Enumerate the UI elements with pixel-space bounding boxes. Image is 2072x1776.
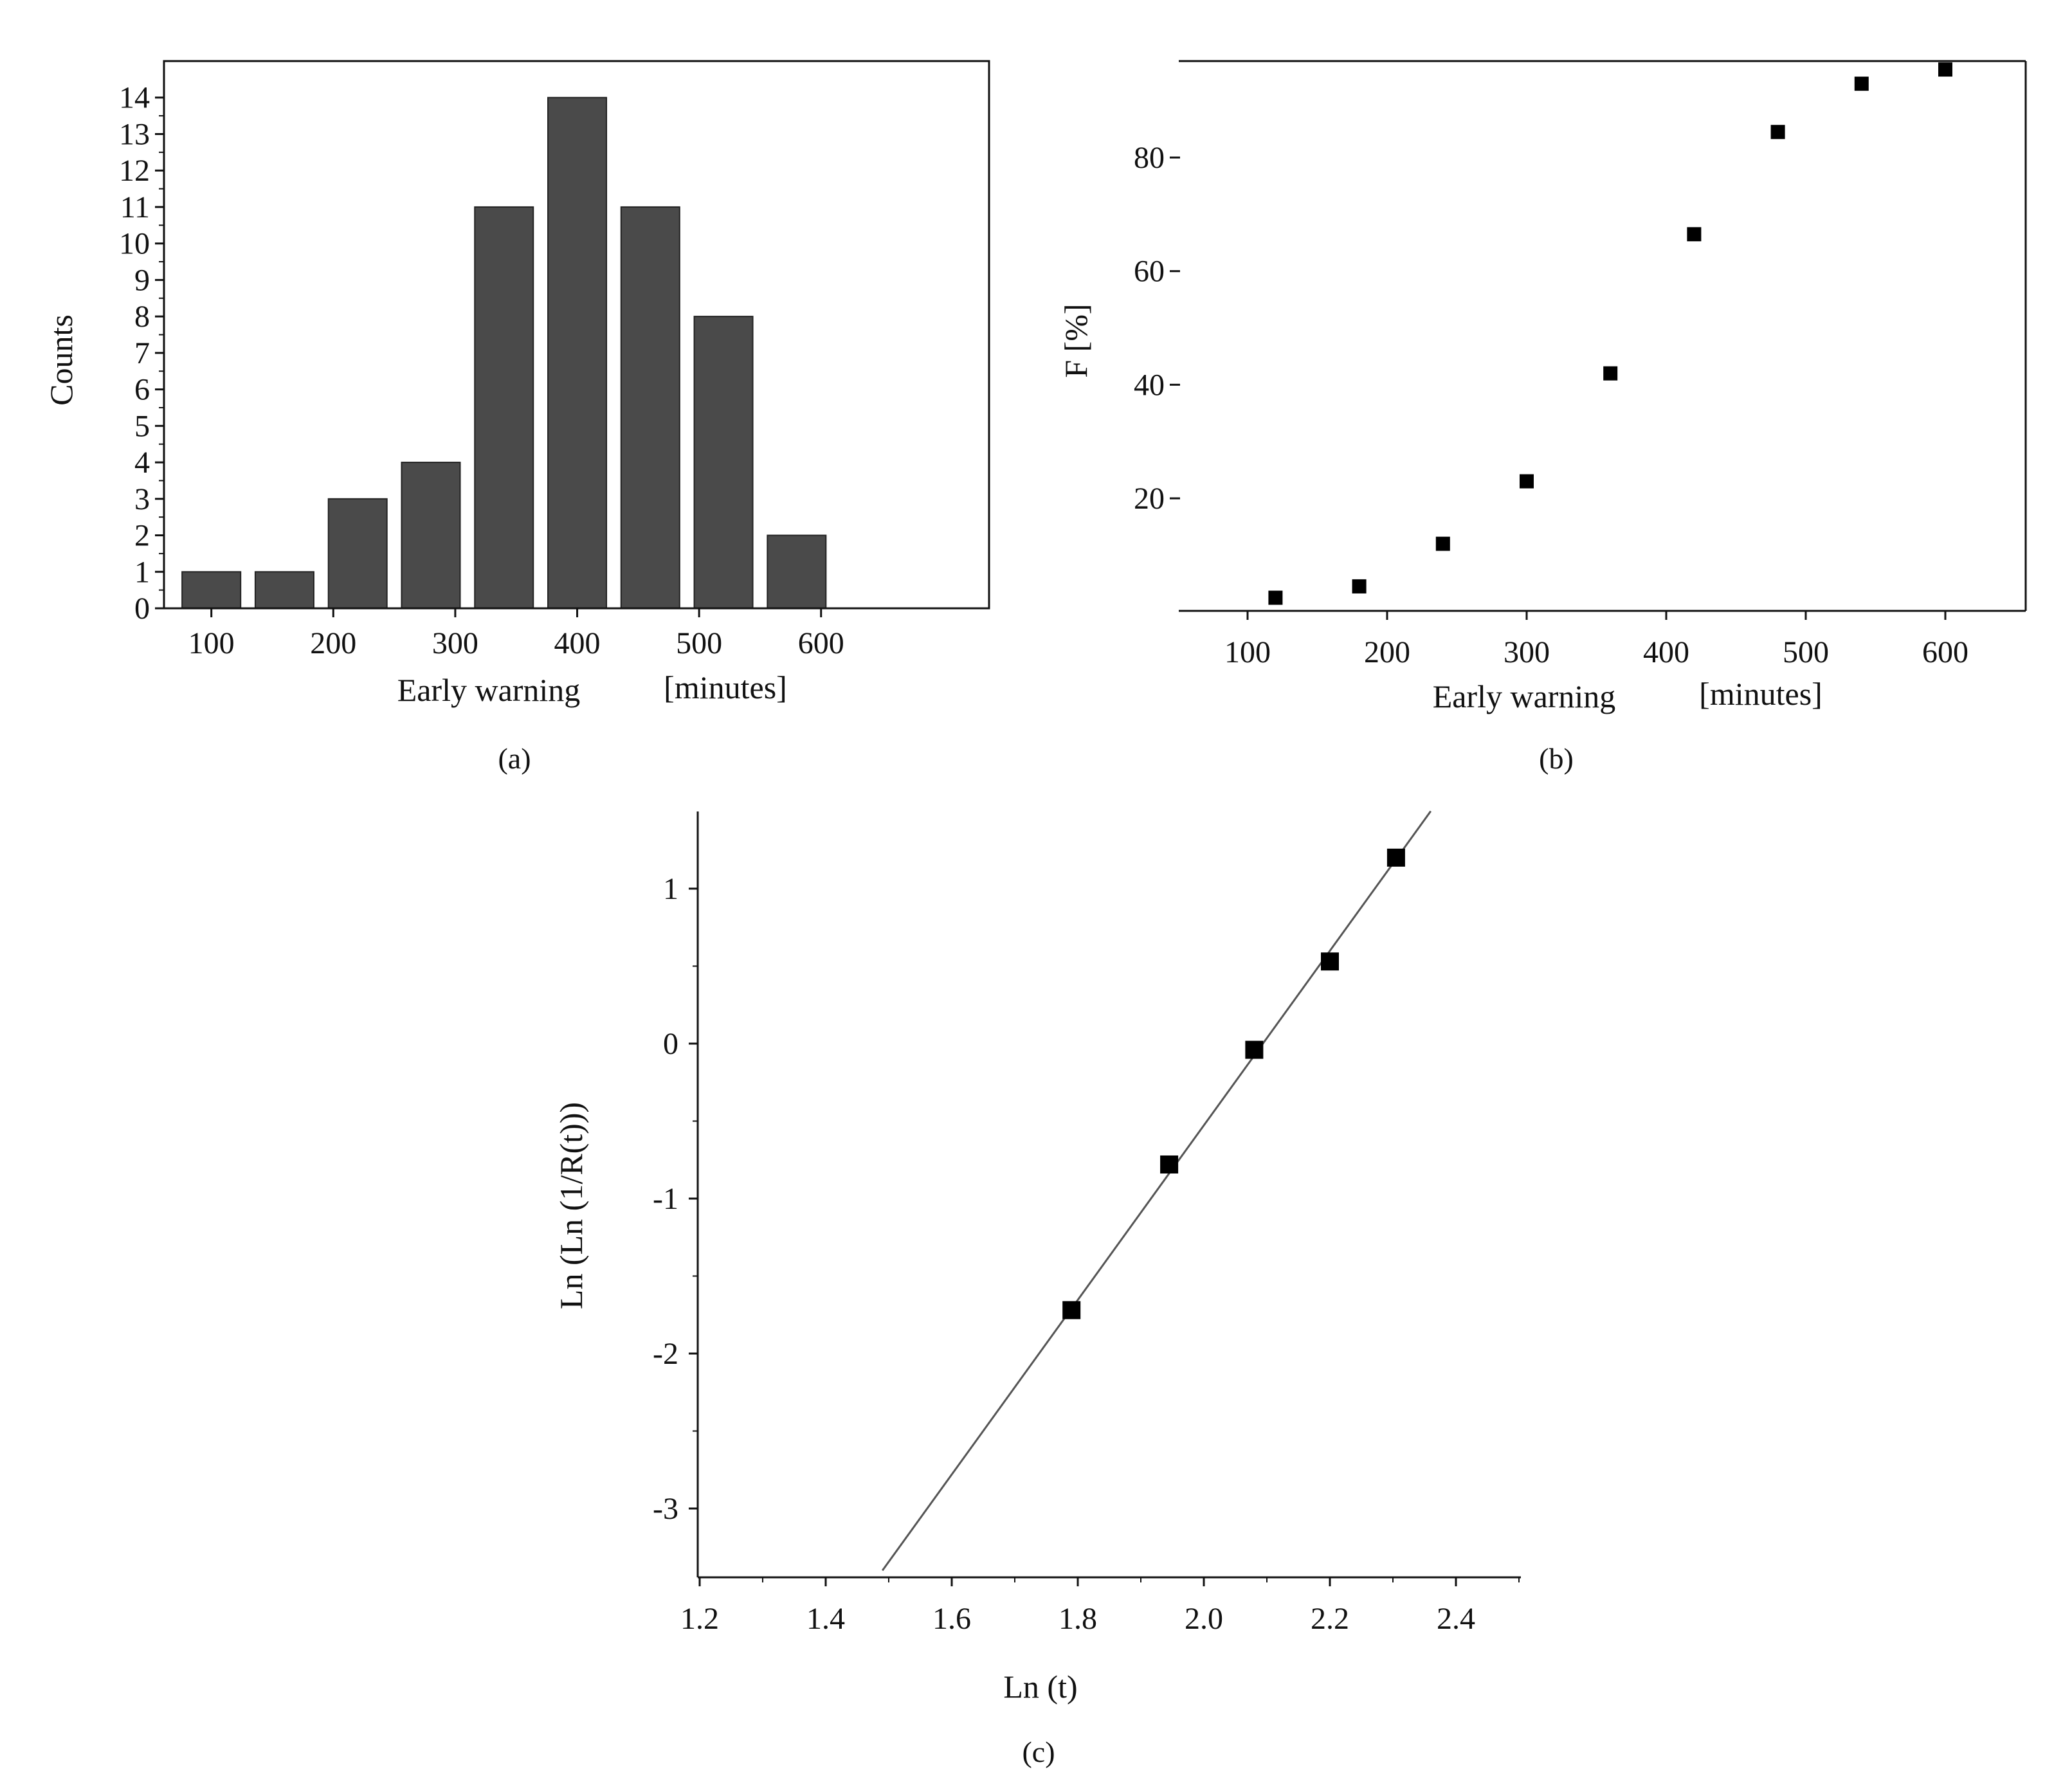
- panel-c-weibull: -3 -2 -1 0 1 1.2 1.4 1.6 1.8 2.0 2.2 2.4 Ln (Ln (1/…: [553, 810, 1521, 1768]
- x-axis-label: Early warning: [1433, 678, 1616, 714]
- x-axis-label: Early warning: [397, 672, 581, 708]
- x-tick-label: 600: [1922, 635, 1968, 669]
- tick-group: 20 40 60 80 100 200 300 400 500 600: [1134, 141, 1968, 669]
- x-tick-label: 400: [554, 626, 601, 660]
- y-tick-label: 0: [663, 1027, 678, 1061]
- y-tick-label: 20: [1134, 482, 1165, 516]
- x-axis-unit: [minutes]: [664, 669, 787, 705]
- x-tick-label: 1.4: [806, 1602, 845, 1636]
- point-2.305: [1386, 848, 1405, 867]
- y-tick-label: 14: [119, 81, 150, 115]
- y-tick-label: 7: [134, 336, 150, 370]
- point-group: [1062, 848, 1405, 1319]
- bar-280: [401, 462, 461, 609]
- bar-400: [547, 96, 608, 609]
- y-axis-label: F [%]: [1058, 304, 1094, 377]
- y-tick-label: -2: [653, 1337, 678, 1371]
- x-tick-label: 2.4: [1437, 1602, 1475, 1636]
- y-tick-label: 4: [134, 446, 150, 480]
- x-tick-label: 500: [1783, 635, 1829, 669]
- x-tick-label: 2.2: [1311, 1602, 1349, 1636]
- bar-160: [254, 571, 314, 609]
- bar-580: [767, 534, 827, 609]
- y-tick-label: 1: [134, 555, 150, 589]
- y-tick-label: -3: [653, 1492, 678, 1526]
- y-tick-label: 80: [1134, 141, 1165, 175]
- x-tick-label: 600: [798, 626, 844, 660]
- point-540: [1854, 77, 1869, 91]
- y-tick-label: 40: [1134, 368, 1165, 402]
- x-tick-label: 1.6: [932, 1602, 971, 1636]
- point-180: [1352, 579, 1367, 594]
- panel-label: (b): [1539, 742, 1574, 775]
- point-2.2: [1321, 952, 1339, 971]
- fit-line: [881, 810, 1432, 1572]
- bar-220: [327, 498, 388, 609]
- point-240: [1435, 536, 1450, 551]
- y-tick-label: 12: [119, 154, 150, 188]
- axes: [696, 811, 1521, 1579]
- y-tick-label: 1: [663, 872, 678, 906]
- y-tick-label: 5: [134, 409, 150, 443]
- bar-460: [620, 206, 680, 609]
- bar-100: [181, 571, 242, 609]
- point-420: [1687, 227, 1702, 242]
- panel-label: (c): [1022, 1735, 1055, 1768]
- tick-group: -3 -2 -1 0 1 1.2 1.4 1.6 1.8 2.0 2.2 2.4: [653, 872, 1520, 1636]
- x-tick-label: 100: [1224, 635, 1271, 669]
- axes: [1179, 60, 2027, 612]
- y-axis-label: Ln (Ln (1/R(t))): [553, 1102, 589, 1309]
- y-tick-label: 8: [134, 300, 150, 334]
- x-tick-label: 300: [432, 626, 478, 660]
- y-tick-label: 9: [134, 263, 150, 297]
- point-120: [1268, 590, 1283, 605]
- x-axis-label: Ln (t): [1003, 1669, 1077, 1705]
- x-tick-label: 1.8: [1059, 1602, 1097, 1636]
- x-tick-label: 200: [1364, 635, 1410, 669]
- panel-b-cumulative: 20 40 60 80 100 200 300 400 500 600 F [%] Early w…: [1058, 60, 2027, 775]
- point-1.79: [1062, 1301, 1081, 1319]
- point-300: [1520, 474, 1534, 489]
- bar-group: [181, 96, 827, 609]
- x-tick-label: 300: [1504, 635, 1550, 669]
- fit-line-group: [881, 810, 1432, 1572]
- bar-520: [693, 316, 754, 609]
- panel-label: (a): [498, 742, 531, 775]
- bar-340: [474, 206, 534, 609]
- point-1.945: [1160, 1155, 1179, 1173]
- x-tick-label: 2.0: [1185, 1602, 1223, 1636]
- y-tick-label: 0: [134, 592, 150, 626]
- point-600: [1938, 62, 1952, 77]
- x-tick-label: 1.2: [680, 1602, 719, 1636]
- y-tick-label: 6: [134, 373, 150, 407]
- point-2.08: [1245, 1040, 1264, 1059]
- y-tick-label: 2: [134, 519, 150, 553]
- y-tick-label: 3: [134, 482, 150, 516]
- x-tick-label: 500: [676, 626, 722, 660]
- y-tick-label: 60: [1134, 255, 1165, 289]
- y-tick-label: 13: [119, 117, 150, 151]
- y-tick-label: -1: [653, 1182, 678, 1216]
- point-480: [1770, 125, 1785, 140]
- point-360: [1603, 366, 1618, 381]
- y-tick-label: 10: [119, 227, 150, 261]
- y-tick-label: 11: [120, 190, 150, 224]
- x-axis-unit: [minutes]: [1699, 676, 1822, 712]
- y-axis-label: Counts: [43, 314, 79, 406]
- x-tick-label: 100: [188, 626, 235, 660]
- x-tick-label: 400: [1643, 635, 1689, 669]
- x-tick-label: 200: [310, 626, 356, 660]
- point-group: [1268, 62, 1952, 605]
